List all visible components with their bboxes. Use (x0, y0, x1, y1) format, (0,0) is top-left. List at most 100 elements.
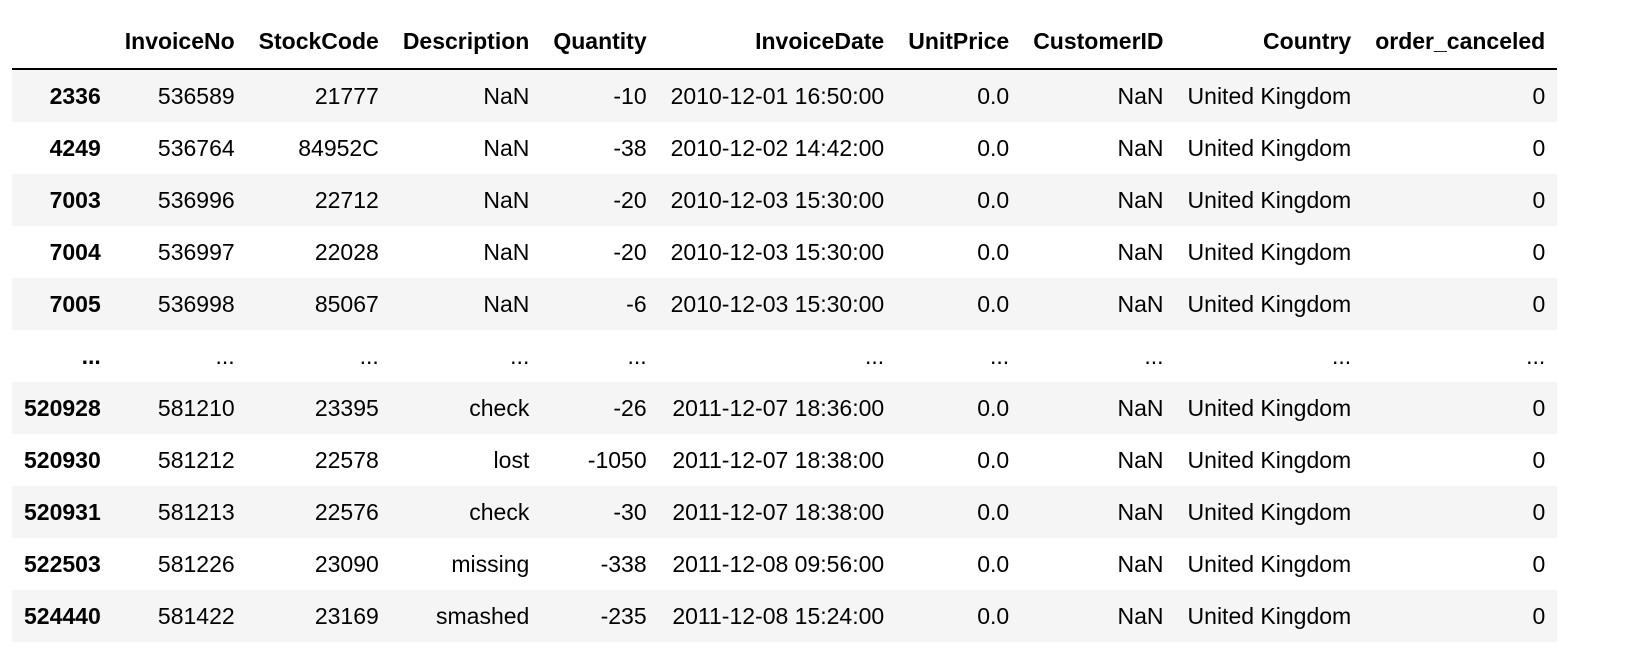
cell-invoicedate: 2010-12-02 14:42:00 (670, 135, 885, 161)
row-index: 7004 (49, 239, 101, 265)
cell-customerid: NaN (1117, 395, 1164, 421)
table-row: 7004 536997 22028 NaN -20 2010-12-03 15:30:00… (12, 226, 1558, 278)
cell-invoiceno: 581210 (157, 395, 235, 421)
cell-unitprice: 0.0 (977, 603, 1010, 629)
cell-invoicedate: 2011-12-08 15:24:00 (672, 603, 885, 629)
cell-quantity: -20 (613, 239, 647, 265)
header-invoiceno: InvoiceNo (112, 14, 247, 70)
cell-country: United Kingdom (1187, 135, 1352, 161)
cell-customerid: NaN (1117, 239, 1164, 265)
cell-invoiceno: 536998 (157, 291, 235, 317)
cell-quantity: -10 (613, 83, 647, 109)
cell-invoiceno: ... (215, 343, 235, 369)
cell-stockcode: 23169 (314, 603, 379, 629)
cell-quantity: -6 (626, 291, 647, 317)
cell-order-canceled: 0 (1532, 291, 1546, 317)
cell-country: United Kingdom (1187, 239, 1352, 265)
cell-unitprice: 0.0 (977, 447, 1010, 473)
header-description: Description (390, 14, 542, 70)
row-index: 7003 (49, 187, 101, 213)
cell-order-canceled: 0 (1532, 551, 1546, 577)
cell-country: United Kingdom (1187, 187, 1352, 213)
cell-order-canceled: 0 (1532, 135, 1546, 161)
cell-description: NaN (483, 291, 530, 317)
cell-unitprice: 0.0 (977, 291, 1010, 317)
cell-invoiceno: 581422 (157, 603, 235, 629)
cell-unitprice: 0.0 (977, 551, 1010, 577)
table-body: 2336 536589 21777 NaN -10 2010-12-01 16:50:00… (12, 69, 1558, 642)
table-row: 524440 581422 23169 smashed -235 2011-12-08 1… (12, 590, 1558, 642)
table-row: 2336 536589 21777 NaN -10 2010-12-01 16:50:00… (12, 69, 1558, 122)
cell-quantity: -30 (613, 499, 647, 525)
cell-customerid: NaN (1117, 291, 1164, 317)
row-index: 520928 (24, 395, 101, 421)
cell-order-canceled: 0 (1532, 395, 1546, 421)
cell-invoicedate: 2010-12-03 15:30:00 (670, 239, 885, 265)
cell-unitprice: 0.0 (977, 83, 1010, 109)
cell-stockcode: 21777 (314, 83, 379, 109)
row-index: 520931 (24, 499, 101, 525)
cell-country: United Kingdom (1187, 83, 1352, 109)
cell-customerid: NaN (1117, 135, 1164, 161)
cell-order-canceled: 0 (1532, 83, 1546, 109)
header-order-canceled: order_canceled (1363, 14, 1558, 70)
cell-invoicedate: 2010-12-03 15:30:00 (670, 291, 885, 317)
cell-invoiceno: 581213 (157, 499, 235, 525)
table-row: 7005 536998 85067 NaN -6 2010-12-03 15:30:00 0… (12, 278, 1558, 330)
table-row: 520931 581213 22576 check -30 2011-12-07 18:3… (12, 486, 1558, 538)
cell-country: ... (1332, 343, 1352, 369)
row-index: 524440 (24, 603, 101, 629)
cell-invoiceno: 536996 (157, 187, 235, 213)
cell-invoicedate: 2011-12-08 09:56:00 (672, 551, 885, 577)
cell-quantity: ... (627, 343, 647, 369)
dataframe-output: InvoiceNo StockCode Description Quantity… (12, 14, 1558, 642)
header-customerid: CustomerID (1021, 14, 1176, 70)
cell-stockcode: 22576 (314, 499, 379, 525)
cell-country: United Kingdom (1187, 551, 1352, 577)
ellipsis-row: .............................. (12, 330, 1558, 382)
cell-invoicedate: ... (865, 343, 885, 369)
cell-order-canceled: 0 (1532, 447, 1546, 473)
cell-country: United Kingdom (1187, 447, 1352, 473)
cell-invoicedate: 2011-12-07 18:38:00 (672, 499, 885, 525)
cell-description: NaN (483, 187, 530, 213)
cell-stockcode: 22028 (314, 239, 379, 265)
cell-invoicedate: 2011-12-07 18:36:00 (672, 395, 885, 421)
cell-unitprice: 0.0 (977, 135, 1010, 161)
cell-country: United Kingdom (1187, 499, 1352, 525)
row-index: 7005 (49, 291, 101, 317)
cell-order-canceled: ... (1526, 343, 1546, 369)
cell-customerid: ... (1144, 343, 1164, 369)
cell-description: check (469, 499, 530, 525)
cell-order-canceled: 0 (1532, 239, 1546, 265)
cell-customerid: NaN (1117, 83, 1164, 109)
cell-stockcode: 22712 (314, 187, 379, 213)
cell-stockcode: 23395 (314, 395, 379, 421)
cell-description: NaN (483, 135, 530, 161)
row-index: 2336 (49, 83, 101, 109)
cell-stockcode: ... (359, 343, 379, 369)
cell-quantity: -38 (613, 135, 647, 161)
cell-order-canceled: 0 (1532, 187, 1546, 213)
cell-stockcode: 23090 (314, 551, 379, 577)
table-row: 7003 536996 22712 NaN -20 2010-12-03 15:30:00… (12, 174, 1558, 226)
cell-description: smashed (436, 603, 530, 629)
cell-order-canceled: 0 (1532, 603, 1546, 629)
cell-customerid: NaN (1117, 447, 1164, 473)
cell-description: lost (493, 447, 530, 473)
header-index (12, 14, 113, 70)
cell-invoiceno: 536589 (157, 83, 235, 109)
header-row: InvoiceNo StockCode Description Quantity… (12, 14, 1558, 70)
dataframe-table: InvoiceNo StockCode Description Quantity… (12, 14, 1558, 642)
row-index: 520930 (24, 447, 101, 473)
cell-customerid: NaN (1117, 603, 1164, 629)
row-index: 4249 (49, 135, 101, 161)
table-row: 520930 581212 22578 lost -1050 2011-12-07 18:… (12, 434, 1558, 486)
cell-unitprice: ... (990, 343, 1010, 369)
cell-unitprice: 0.0 (977, 187, 1010, 213)
cell-quantity: -26 (613, 395, 647, 421)
cell-country: United Kingdom (1187, 395, 1352, 421)
row-index: ... (81, 343, 101, 369)
cell-stockcode: 85067 (314, 291, 379, 317)
cell-country: United Kingdom (1187, 603, 1352, 629)
